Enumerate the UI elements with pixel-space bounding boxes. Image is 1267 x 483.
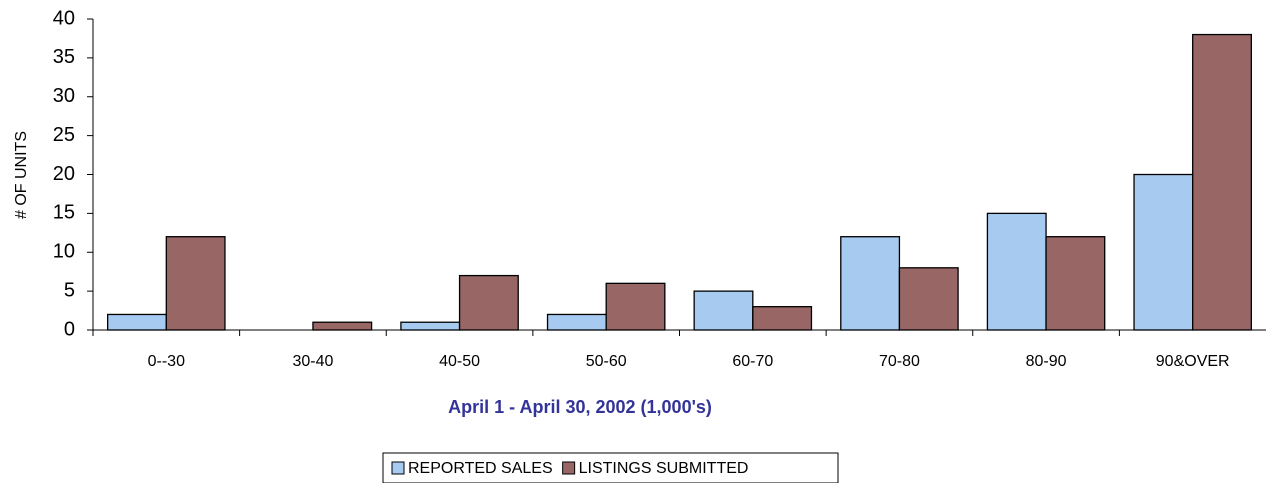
y-tick-label: 5 [64, 279, 75, 301]
y-tick-label: 20 [53, 163, 75, 185]
x-axis-label: April 1 - April 30, 2002 (1,000's) [448, 397, 712, 417]
y-axis-label: # OF UNITS [13, 131, 30, 219]
legend-swatch [391, 461, 405, 475]
bar [605, 282, 666, 331]
x-tick-label: 30-40 [292, 353, 333, 370]
bar [165, 236, 226, 331]
bar [840, 236, 901, 331]
y-tick-label: 25 [53, 124, 75, 146]
bar [693, 290, 754, 331]
bar [107, 313, 167, 331]
bar [312, 321, 373, 331]
bar [898, 267, 959, 331]
legend-label: LISTINGS SUBMITTED [579, 460, 749, 477]
y-tick-label: 10 [53, 241, 75, 263]
x-tick-label: 50-60 [586, 353, 627, 370]
legend-swatch [562, 461, 576, 475]
bar [400, 321, 461, 331]
y-tick-label: 35 [53, 46, 75, 68]
bar [986, 212, 1047, 331]
x-tick-label: 60-70 [732, 353, 773, 370]
bar [458, 274, 519, 331]
bar [1192, 33, 1252, 331]
legend-box [382, 452, 839, 483]
x-tick-label: 70-80 [879, 353, 920, 370]
bar [752, 306, 813, 331]
x-tick-label: 90&OVER [1156, 353, 1230, 370]
y-tick-label: 40 [53, 7, 75, 29]
y-tick-label: 0 [64, 318, 75, 340]
legend-label: REPORTED SALES [408, 460, 553, 477]
y-tick-label: 15 [53, 202, 75, 224]
x-tick-label: 40-50 [439, 353, 480, 370]
x-tick-label: 0--30 [148, 353, 185, 370]
bar [1045, 236, 1106, 331]
bar [1133, 173, 1194, 331]
bar [546, 313, 607, 331]
x-tick-label: 80-90 [1026, 353, 1067, 370]
y-tick-label: 30 [53, 85, 75, 107]
